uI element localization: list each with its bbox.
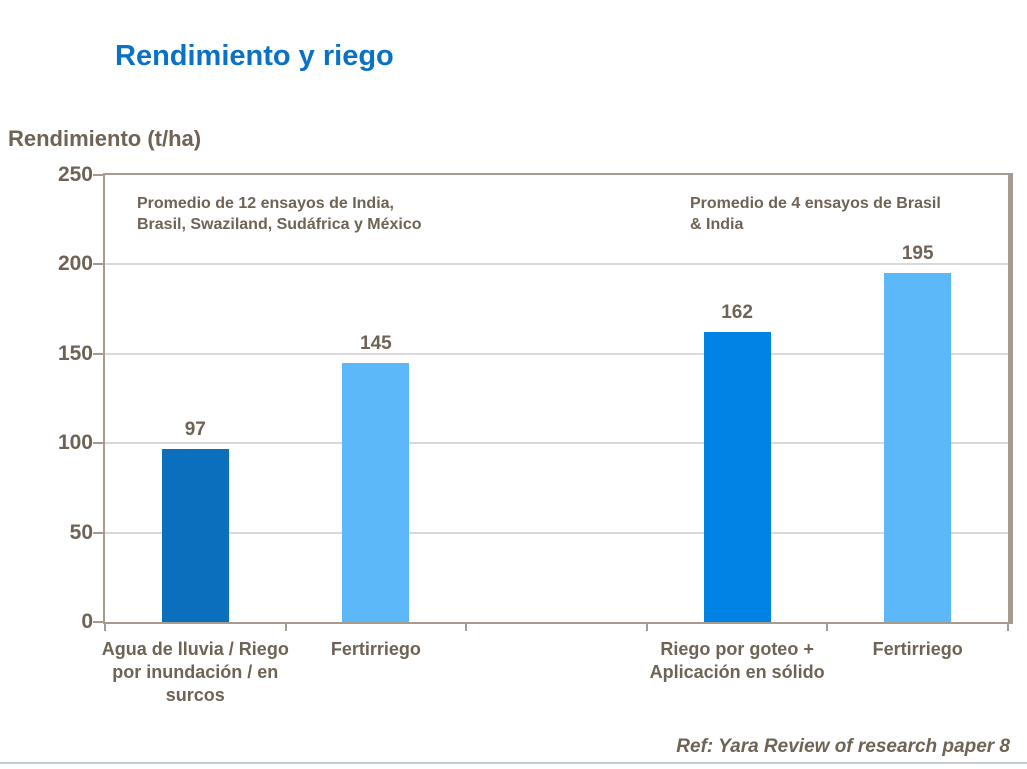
x-tick-mark xyxy=(826,624,829,631)
x-category-label: Fertirriego xyxy=(330,639,421,659)
y-tick-mark xyxy=(93,442,103,445)
x-tick-mark xyxy=(465,624,468,631)
x-category-label: Riego por goteo + Aplicación en sólido xyxy=(649,639,825,682)
x-tick-mark xyxy=(104,624,106,631)
gridline xyxy=(105,352,1008,355)
x-tick-mark xyxy=(1007,624,1009,631)
y-tick-label: 0 xyxy=(81,610,93,633)
y-tick-mark xyxy=(93,263,103,266)
x-tick-mark xyxy=(645,624,648,631)
bar xyxy=(161,448,229,622)
gridline xyxy=(105,442,1008,445)
bar-value-label: 97 xyxy=(184,418,206,440)
page-title: Rendimiento y riego xyxy=(115,40,394,72)
y-tick-label: 150 xyxy=(57,341,93,365)
x-category-label: Fertirriego xyxy=(872,639,963,659)
bar xyxy=(342,362,410,622)
gridline xyxy=(105,531,1008,534)
bar-value-label: 195 xyxy=(901,243,934,265)
y-axis-title: Rendimiento (t/ha) xyxy=(8,126,202,151)
y-tick-mark xyxy=(93,352,103,355)
y-tick-mark xyxy=(93,174,103,176)
x-category-label: Agua de lluvia / Riego por inundación / … xyxy=(101,639,289,705)
bar-value-label: 162 xyxy=(721,302,753,324)
bar xyxy=(703,332,771,622)
plot-area: Promedio de 12 ensayos de India, Brasil,… xyxy=(103,173,1013,624)
y-tick-label: 50 xyxy=(69,520,93,544)
bar-value-label: 145 xyxy=(360,332,392,354)
annotation-left-trials: Promedio de 12 ensayos de India, Brasil,… xyxy=(137,195,422,233)
x-tick-mark xyxy=(284,624,287,631)
y-tick-mark xyxy=(93,621,103,623)
annotation-right-trials: Promedio de 4 ensayos de Brasil & India xyxy=(690,195,941,233)
y-tick-mark xyxy=(93,531,103,534)
reference-text: Ref: Yara Review of research paper 8 xyxy=(676,736,1010,757)
y-tick-label: 250 xyxy=(57,163,93,186)
y-tick-label: 100 xyxy=(57,431,93,455)
bottom-divider xyxy=(0,762,1027,764)
bar xyxy=(884,273,952,622)
gridline xyxy=(105,263,1008,266)
y-tick-label: 200 xyxy=(57,252,93,276)
